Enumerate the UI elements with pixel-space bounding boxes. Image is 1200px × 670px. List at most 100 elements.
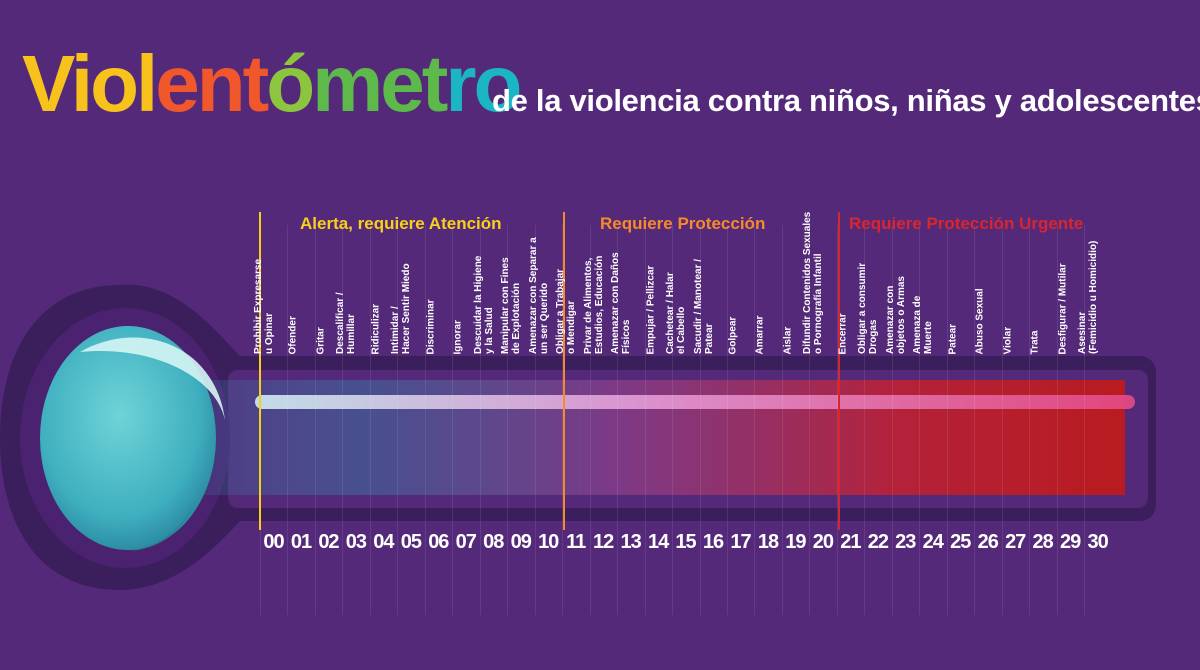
violence-item-label-line: Gritar (315, 326, 327, 354)
violence-item-label: Aislar (782, 154, 794, 354)
scale-tick-line (1056, 225, 1058, 615)
violence-item-label-line: Amenazar con (884, 285, 896, 354)
violence-item-label: Patear (947, 154, 959, 354)
violence-item-number: 24 (922, 531, 944, 553)
scale-tick-line (534, 225, 536, 615)
scale-tick-line (1029, 225, 1031, 615)
scale-tick-line (754, 225, 756, 615)
violence-item-number: 28 (1032, 531, 1054, 553)
violence-item-number: 14 (647, 531, 669, 553)
bulb-highlight (80, 337, 225, 420)
violence-item-label-line: un ser Querido (538, 282, 550, 354)
violence-item-label-line: Desfigurar / Mutilar (1057, 262, 1069, 354)
scale-tick-line (726, 225, 728, 615)
title-segment: ó (266, 39, 315, 128)
violence-item-label-line: Amarrar (754, 315, 766, 354)
violence-item-label-line: el Cabello (675, 306, 687, 354)
violence-item-label-line: Ofender (287, 315, 299, 354)
violence-item-number: 26 (977, 531, 999, 553)
violence-item-label-line: objetos o Armas (895, 276, 907, 354)
violence-item-number: 01 (290, 531, 312, 553)
violence-item-number: 20 (812, 531, 834, 553)
violence-item-label-line: Sacudir / Manotear / (692, 258, 704, 354)
thermometer-bulb (40, 326, 216, 550)
violence-item-label-line: Privar de Alimentos, (582, 257, 594, 354)
violence-item-number: 18 (757, 531, 779, 553)
violence-item-label-line: Trata (1029, 330, 1041, 354)
violence-item-label: Encerrar (837, 154, 849, 354)
violence-item-label: Discriminar (425, 154, 437, 354)
title-segment: met (312, 39, 448, 128)
violence-item-label-line: Físicos (620, 319, 632, 354)
violence-item-label: Gritar (315, 154, 327, 354)
violence-item-label-line: Ridiculizar (370, 303, 382, 354)
violence-item-label-line: Descuidar la Higiene (472, 255, 484, 354)
violence-item-label: Desfigurar / Mutilar (1057, 154, 1069, 354)
violence-item-label: Violar (1002, 154, 1014, 354)
zone-heading-alerta: Alerta, requiere Atención (300, 214, 502, 233)
violence-item-label-line: u Opinar (263, 312, 275, 354)
violence-item-label: Manipular con Fines de Explotación (500, 154, 522, 354)
violence-item-label-line: Muerte (922, 321, 934, 354)
violence-item-number: 29 (1060, 531, 1081, 553)
violence-item-label-line: Aislar (782, 326, 794, 354)
violence-item-label: Amarrar (754, 154, 767, 354)
scale-tick-line (891, 225, 893, 615)
violence-item-number: 23 (895, 531, 916, 553)
violence-item-label: Cachetear / Halar el Cabello (665, 154, 687, 354)
scale-tick-line (836, 225, 838, 615)
scale-tick-line (452, 225, 454, 615)
violence-item-label-line: (Femicidio u Homicidio) (1087, 240, 1099, 354)
violence-item-number: 19 (785, 531, 806, 553)
violence-item-label-line: Patear (947, 323, 959, 354)
violence-item-label: Amenazar con objetos o Armas (884, 154, 907, 354)
violence-item-label: Abuso Sexual (974, 154, 987, 354)
scale-tick-line (946, 225, 948, 615)
zone-heading-proteccion: Requiere Protección (600, 214, 766, 233)
scale-tick-line (562, 225, 564, 615)
violence-item-number: 25 (950, 531, 971, 553)
violence-item-label: Ignorar (453, 154, 465, 354)
violence-item-label-line: Discriminar (425, 298, 437, 354)
title-segment: ro (445, 39, 522, 128)
violence-item-label: Difundir Contenidos Sexuales o Pornografí… (802, 154, 824, 354)
violence-item-number: 10 (538, 531, 559, 553)
page-title: Violentómetro (22, 44, 522, 124)
violence-item-number: 02 (318, 531, 339, 553)
scale-tick-line (617, 225, 619, 615)
violence-item-number: 03 (345, 531, 367, 553)
violence-item-label-line: Patear (703, 323, 715, 354)
scale-tick-line (644, 225, 646, 615)
scale-tick-line (1001, 225, 1003, 615)
zone-divider-urgente (838, 212, 840, 530)
violence-item-number: 05 (400, 531, 422, 553)
scale-tick-line (424, 225, 426, 615)
violence-item-label-line: Drogas (867, 319, 879, 354)
violence-item-number: 12 (593, 531, 614, 553)
violence-item-number: 16 (702, 531, 724, 553)
violence-item-label-line: o Mendigar (565, 300, 577, 354)
violence-item-label-line: o Pornografía Infantil (812, 253, 824, 354)
violence-item-number: 06 (428, 531, 449, 553)
violence-item-label-line: de Explotación (510, 282, 522, 354)
violence-item-label: Amenaza de Muerte (912, 154, 934, 354)
violence-item-label-line: y la Salud (483, 307, 495, 354)
scale-tick-line (287, 225, 289, 615)
violence-item-label-line: Abuso Sexual (974, 287, 986, 354)
scale-tick-line (781, 225, 783, 615)
violence-item-label: Prohibir Expresarse u Opinar (253, 154, 275, 354)
scale-tick-line (974, 225, 976, 615)
violence-item-number: 13 (620, 531, 641, 553)
scale-tick-line (1084, 225, 1086, 615)
violence-item-label-line: Golpear (727, 316, 739, 354)
violence-item-label-line: Violar (1002, 326, 1014, 354)
violence-item-label-line: Humillar (345, 313, 357, 354)
violence-item-number: 15 (675, 531, 696, 553)
scale-tick-line (507, 225, 509, 615)
violence-item-number: 11 (566, 531, 586, 553)
scale-tick-line (369, 225, 371, 615)
scale-tick-line (919, 225, 921, 615)
violence-item-number: 22 (867, 531, 889, 553)
violence-item-label-line: Empujar / Pellizcar (645, 265, 657, 354)
